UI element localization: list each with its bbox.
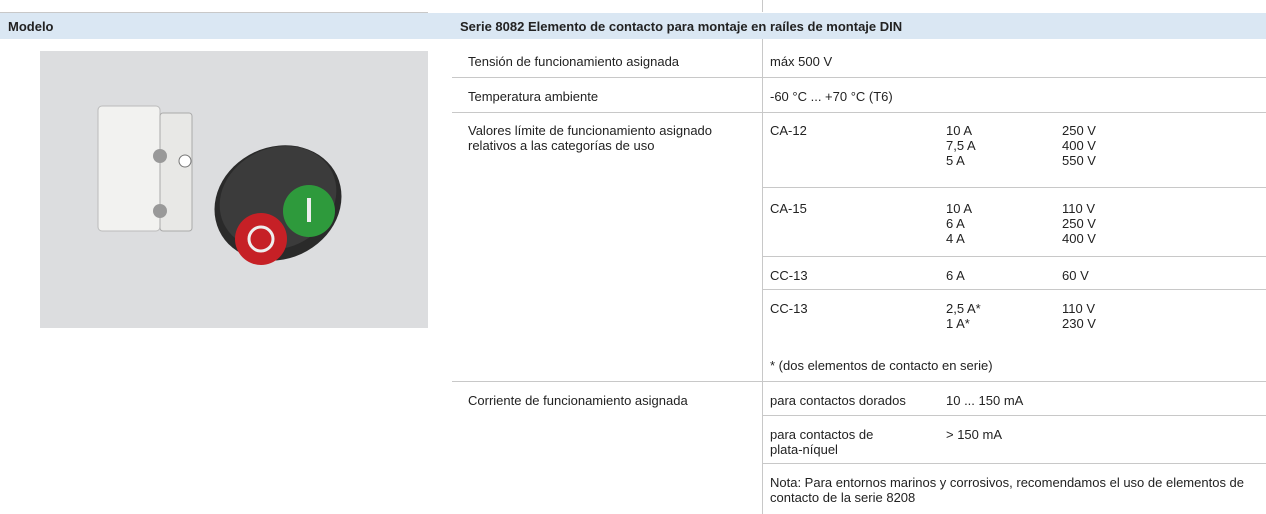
category: CA-12 (770, 123, 807, 138)
header-model: Modelo (8, 19, 54, 34)
current: 10 A (946, 123, 973, 138)
header-title: Serie 8082 Elemento de contacto para mon… (460, 19, 903, 34)
current: 5 A (946, 153, 965, 168)
voltage: 110 V (1062, 201, 1096, 216)
current: 4 A (946, 231, 965, 246)
current: 6 A (946, 216, 965, 231)
current: 6 A (946, 268, 965, 283)
footnote: * (dos elementos de contacto en serie) (770, 358, 993, 373)
rule (452, 77, 1266, 78)
rule (452, 381, 1266, 382)
category: CC-13 (770, 268, 808, 283)
label: Tensión de funcionamiento asignada (468, 54, 680, 69)
product-image (40, 51, 428, 328)
label: Temperatura ambiente (468, 89, 599, 104)
voltage: 230 V (1062, 316, 1096, 331)
current: 1 A* (946, 316, 970, 331)
voltage: 250 V (1062, 216, 1096, 231)
rule (762, 39, 763, 514)
rule (762, 0, 763, 12)
voltage: 400 V (1062, 231, 1096, 246)
rule (762, 289, 1266, 290)
rule (762, 187, 1266, 188)
value: -60 °C ... +70 °C (T6) (770, 89, 893, 104)
value: > 150 mA (946, 427, 1003, 442)
voltage: 400 V (1062, 138, 1096, 153)
note: Nota: Para entornos marinos y corrosivos… (770, 475, 1245, 505)
voltage: 60 V (1062, 268, 1089, 283)
current: 7,5 A (946, 138, 976, 153)
rule (762, 415, 1266, 416)
rule (452, 112, 1266, 113)
value: máx 500 V (770, 54, 833, 69)
current: 10 A (946, 201, 973, 216)
voltage: 110 V (1062, 301, 1096, 316)
value: 10 ... 150 mA (946, 393, 1024, 408)
voltage: 550 V (1062, 153, 1096, 168)
current: 2,5 A* (946, 301, 981, 316)
rule (762, 463, 1266, 464)
label: Valores límite de funcionamiento asignad… (468, 123, 713, 153)
label: Corriente de funcionamiento asignada (468, 393, 688, 408)
category: CC-13 (770, 301, 808, 316)
rule (0, 12, 428, 13)
rule (762, 256, 1266, 257)
contact: para contactos de plata-níquel (770, 427, 874, 457)
contact: para contactos dorados (770, 393, 906, 408)
header-band (0, 13, 1266, 39)
category: CA-15 (770, 201, 807, 216)
voltage: 250 V (1062, 123, 1096, 138)
